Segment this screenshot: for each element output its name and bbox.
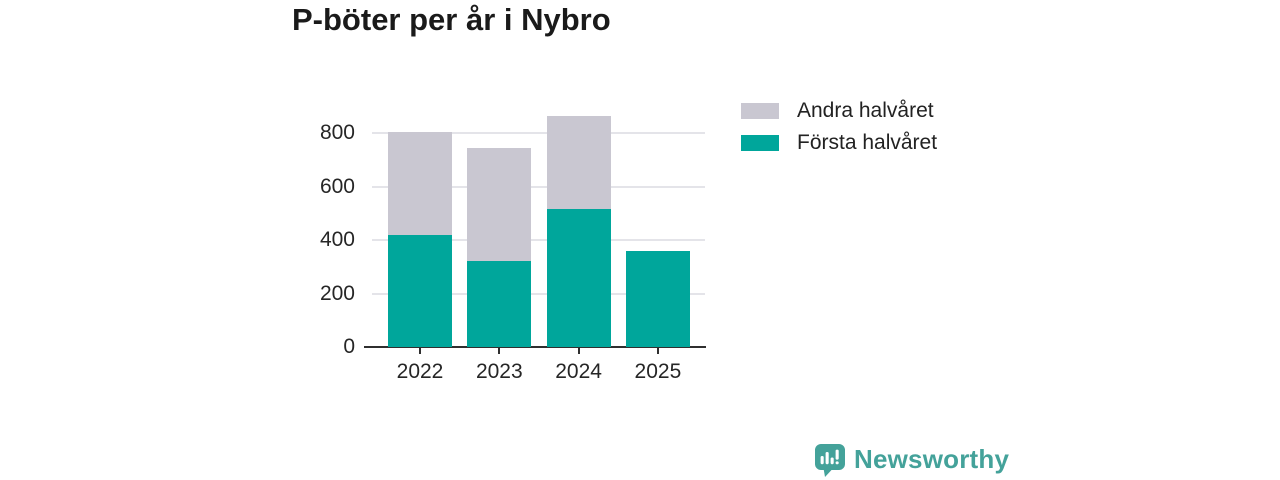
x-axis-line	[364, 345, 706, 349]
x-axis-tick-2023	[498, 348, 501, 355]
legend-item-forsta-halvaret: Första halvåret	[741, 127, 937, 159]
chart-legend: Andra halvåret Första halvåret	[741, 95, 937, 159]
y-axis-tick-label: 200	[319, 281, 355, 305]
y-axis-tick-label: 800	[319, 121, 355, 145]
gridline-200	[372, 292, 705, 295]
newsworthy-logo: Newsworthy	[815, 444, 1009, 477]
bar-segment-andra-halv-ret-2024	[546, 115, 611, 210]
legend-swatch-forsta-halvaret	[741, 135, 779, 151]
legend-label: Första halvåret	[797, 131, 938, 154]
x-axis-tick-2022	[419, 348, 421, 355]
y-axis-tick-label: 600	[319, 174, 355, 198]
legend-label: Andra halvåret	[797, 99, 934, 122]
legend-item-andra-halvaret: Andra halvåret	[741, 95, 937, 127]
bar-segment-f-rsta-halv-ret-2022	[388, 234, 452, 347]
x-axis-tick-2024	[577, 348, 580, 355]
bar-segment-f-rsta-halv-ret-2025	[625, 250, 690, 347]
bar-segment-f-rsta-halv-ret-2024	[546, 209, 611, 347]
y-axis-tick-label: 400	[319, 228, 355, 252]
x-axis-tick-2025	[656, 348, 659, 355]
x-axis-tick-label-2025: 2025	[634, 360, 682, 383]
legend-swatch-andra-halvaret	[741, 103, 779, 119]
x-axis-tick-label-2022: 2022	[396, 360, 444, 383]
newsworthy-bar-chart-bubble-icon	[815, 444, 845, 477]
gridline-600	[372, 185, 705, 188]
chart-title: P-böter per år i Nybro	[292, 2, 611, 37]
bar-segment-andra-halv-ret-2023	[467, 147, 532, 262]
bar-segment-f-rsta-halv-ret-2023	[467, 261, 532, 347]
y-axis-tick-label: 0	[343, 335, 355, 358]
x-axis-tick-label-2024: 2024	[555, 360, 602, 383]
x-axis-tick-label-2023: 2023	[475, 360, 523, 383]
gridline-800	[372, 132, 705, 135]
newsworthy-wordmark: Newsworthy	[854, 444, 1010, 474]
gridline-400	[372, 239, 705, 242]
bar-segment-andra-halv-ret-2022	[388, 131, 452, 235]
